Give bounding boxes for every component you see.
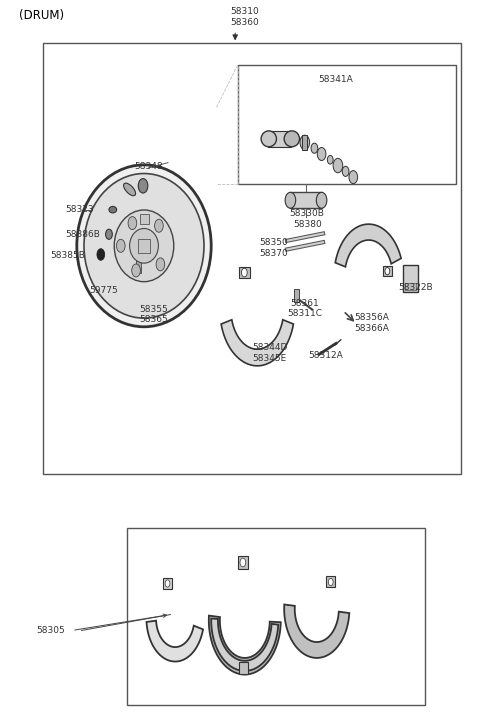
Circle shape xyxy=(285,192,296,208)
Bar xyxy=(302,135,307,150)
Text: 58361
58311C: 58361 58311C xyxy=(288,299,322,318)
Circle shape xyxy=(328,578,333,586)
Bar xyxy=(238,556,248,569)
Circle shape xyxy=(317,147,326,161)
Circle shape xyxy=(311,143,318,153)
Circle shape xyxy=(165,580,170,587)
Bar xyxy=(239,662,248,674)
Text: 58312A: 58312A xyxy=(308,351,343,360)
Text: 58305: 58305 xyxy=(36,626,65,635)
Ellipse shape xyxy=(124,183,135,196)
Bar xyxy=(127,528,425,705)
Bar xyxy=(140,214,149,224)
Circle shape xyxy=(349,171,358,184)
Text: 58310
58360: 58310 58360 xyxy=(230,7,259,27)
Ellipse shape xyxy=(284,131,300,147)
Circle shape xyxy=(117,239,125,252)
Bar xyxy=(326,576,335,587)
Circle shape xyxy=(300,135,310,150)
Bar xyxy=(136,252,141,273)
Ellipse shape xyxy=(84,174,204,318)
Circle shape xyxy=(327,155,333,164)
Bar xyxy=(403,265,418,292)
Circle shape xyxy=(240,558,246,567)
Ellipse shape xyxy=(109,207,117,213)
Bar xyxy=(238,65,456,184)
Polygon shape xyxy=(209,615,281,675)
Polygon shape xyxy=(221,320,293,366)
Circle shape xyxy=(241,268,247,277)
Bar xyxy=(405,283,416,290)
Bar xyxy=(239,267,250,278)
Circle shape xyxy=(128,217,137,230)
Circle shape xyxy=(97,249,105,260)
Circle shape xyxy=(138,179,148,193)
Circle shape xyxy=(316,192,327,208)
Text: 58355
58365: 58355 58365 xyxy=(139,305,168,324)
Text: 58341A: 58341A xyxy=(319,75,353,84)
Ellipse shape xyxy=(114,210,174,282)
Text: 58385B: 58385B xyxy=(50,251,85,260)
Bar xyxy=(268,131,291,147)
Ellipse shape xyxy=(77,165,211,327)
Text: 59775: 59775 xyxy=(89,286,118,295)
Ellipse shape xyxy=(261,131,276,147)
Text: 58330B
58380: 58330B 58380 xyxy=(290,210,324,228)
Circle shape xyxy=(156,258,165,271)
Polygon shape xyxy=(284,604,349,658)
Circle shape xyxy=(106,229,112,239)
Circle shape xyxy=(155,219,163,232)
Bar xyxy=(383,266,392,276)
Bar xyxy=(138,239,150,253)
Bar xyxy=(294,289,299,302)
Circle shape xyxy=(333,158,343,173)
Bar xyxy=(43,43,461,474)
Text: 58350
58370: 58350 58370 xyxy=(259,239,288,257)
Text: 58344D
58345E: 58344D 58345E xyxy=(252,343,288,362)
Polygon shape xyxy=(335,224,401,267)
Circle shape xyxy=(132,264,140,277)
Circle shape xyxy=(385,268,390,275)
Circle shape xyxy=(342,166,349,176)
Ellipse shape xyxy=(130,228,158,263)
Polygon shape xyxy=(146,620,203,662)
Text: 58386B: 58386B xyxy=(65,231,100,239)
Text: 58356A
58366A: 58356A 58366A xyxy=(355,314,389,333)
Text: 58323: 58323 xyxy=(65,205,94,214)
Polygon shape xyxy=(211,619,278,671)
Text: 58322B: 58322B xyxy=(398,283,432,292)
Bar xyxy=(163,578,172,589)
Bar xyxy=(290,192,322,208)
Text: (DRUM): (DRUM) xyxy=(19,9,64,22)
Text: 58348: 58348 xyxy=(134,162,163,171)
